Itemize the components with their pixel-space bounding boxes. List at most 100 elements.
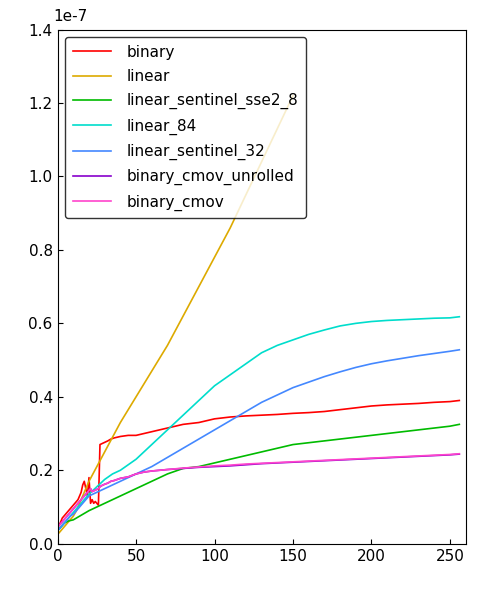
linear_84 xyxy=(447,314,453,322)
linear_sentinel_sse2_8 xyxy=(228,456,233,463)
linear_sentinel_sse2_8 xyxy=(73,514,79,522)
binary xyxy=(456,397,462,404)
linear_sentinel_sse2_8 xyxy=(369,432,374,439)
linear_sentinel_32 xyxy=(275,391,280,398)
linear_sentinel_32 xyxy=(61,520,67,527)
linear_sentinel_32 xyxy=(369,361,374,368)
binary_cmov xyxy=(88,485,94,492)
linear_sentinel_sse2_8 xyxy=(67,517,73,524)
linear_sentinel_sse2_8 xyxy=(58,524,64,531)
linear_84 xyxy=(118,467,123,474)
binary_cmov xyxy=(72,504,78,511)
linear_sentinel_32 xyxy=(180,444,186,452)
linear_84 xyxy=(337,322,343,329)
linear_sentinel_sse2_8 xyxy=(61,520,67,527)
linear xyxy=(180,313,186,320)
linear_sentinel_sse2_8 xyxy=(133,485,139,492)
linear_84 xyxy=(58,524,64,531)
linear_sentinel_32 xyxy=(337,368,343,375)
linear_84 xyxy=(400,316,406,323)
linear_84 xyxy=(259,349,264,356)
linear_sentinel_32 xyxy=(353,364,359,371)
Line: linear: linear xyxy=(59,96,293,532)
binary_cmov_unrolled xyxy=(72,504,78,511)
linear_sentinel_sse2_8 xyxy=(447,423,453,430)
binary_cmov_unrolled xyxy=(80,494,85,501)
linear_84 xyxy=(80,498,85,505)
linear_sentinel_32 xyxy=(306,379,312,386)
linear_84 xyxy=(61,520,67,527)
linear_sentinel_32 xyxy=(109,482,115,489)
linear_84 xyxy=(456,313,462,320)
Line: binary: binary xyxy=(59,401,459,525)
linear_sentinel_sse2_8 xyxy=(102,500,108,507)
binary_cmov xyxy=(86,487,92,494)
linear xyxy=(109,434,115,441)
linear_sentinel_32 xyxy=(60,522,65,529)
linear_sentinel_32 xyxy=(243,408,249,415)
linear_sentinel_32 xyxy=(196,436,202,443)
linear_sentinel_sse2_8 xyxy=(66,517,72,524)
linear xyxy=(67,517,73,524)
linear_84 xyxy=(275,342,280,349)
linear xyxy=(228,225,233,232)
linear_sentinel_sse2_8 xyxy=(94,504,100,511)
linear_sentinel_32 xyxy=(62,518,68,525)
linear_sentinel_sse2_8 xyxy=(77,512,83,519)
linear_sentinel_32 xyxy=(71,511,76,518)
linear_sentinel_32 xyxy=(384,358,390,365)
linear_84 xyxy=(384,317,390,324)
linear_sentinel_sse2_8 xyxy=(60,522,65,529)
linear_84 xyxy=(71,509,76,516)
linear_84 xyxy=(60,522,65,529)
linear_84 xyxy=(180,412,186,419)
linear xyxy=(73,507,79,514)
linear xyxy=(290,92,296,99)
linear_sentinel_sse2_8 xyxy=(62,519,68,526)
linear_84 xyxy=(243,361,249,368)
linear_sentinel_32 xyxy=(69,512,74,519)
linear xyxy=(61,524,67,531)
linear_sentinel_32 xyxy=(94,489,100,496)
linear xyxy=(243,191,249,199)
Line: linear_sentinel_sse2_8: linear_sentinel_sse2_8 xyxy=(59,424,459,529)
linear_sentinel_32 xyxy=(102,485,108,492)
linear_84 xyxy=(102,476,108,483)
linear xyxy=(69,514,74,522)
binary_cmov_unrolled xyxy=(456,450,462,457)
linear xyxy=(133,393,139,400)
linear_84 xyxy=(66,514,72,522)
linear_sentinel_sse2_8 xyxy=(180,465,186,472)
linear_sentinel_32 xyxy=(77,504,83,511)
linear_84 xyxy=(432,314,437,322)
linear_sentinel_sse2_8 xyxy=(353,434,359,441)
Text: 1e-7: 1e-7 xyxy=(53,9,88,24)
linear_sentinel_sse2_8 xyxy=(259,449,264,456)
linear_84 xyxy=(306,331,312,338)
linear xyxy=(77,500,83,507)
linear xyxy=(64,520,70,527)
linear xyxy=(62,522,68,529)
linear_sentinel_sse2_8 xyxy=(243,452,249,459)
binary xyxy=(88,500,94,507)
linear_sentinel_sse2_8 xyxy=(384,430,390,437)
linear_84 xyxy=(133,456,139,463)
linear_sentinel_32 xyxy=(66,514,72,522)
linear_sentinel_sse2_8 xyxy=(80,511,85,518)
linear_84 xyxy=(67,512,73,519)
linear_sentinel_32 xyxy=(212,426,217,433)
Line: linear_sentinel_32: linear_sentinel_32 xyxy=(59,350,459,529)
Legend: binary, linear, linear_sentinel_sse2_8, linear_84, linear_sentinel_32, binary_cm: binary, linear, linear_sentinel_sse2_8, … xyxy=(65,37,306,219)
linear_84 xyxy=(149,441,155,448)
linear_84 xyxy=(212,382,217,389)
linear_sentinel_32 xyxy=(83,496,89,503)
linear xyxy=(212,254,217,261)
binary_cmov xyxy=(141,469,147,476)
linear xyxy=(58,527,64,534)
linear_84 xyxy=(94,483,100,491)
linear_sentinel_32 xyxy=(228,417,233,424)
linear_sentinel_sse2_8 xyxy=(337,436,343,443)
linear_sentinel_32 xyxy=(432,350,437,357)
binary_cmov_unrolled xyxy=(141,469,147,476)
binary_cmov_unrolled xyxy=(86,487,92,494)
